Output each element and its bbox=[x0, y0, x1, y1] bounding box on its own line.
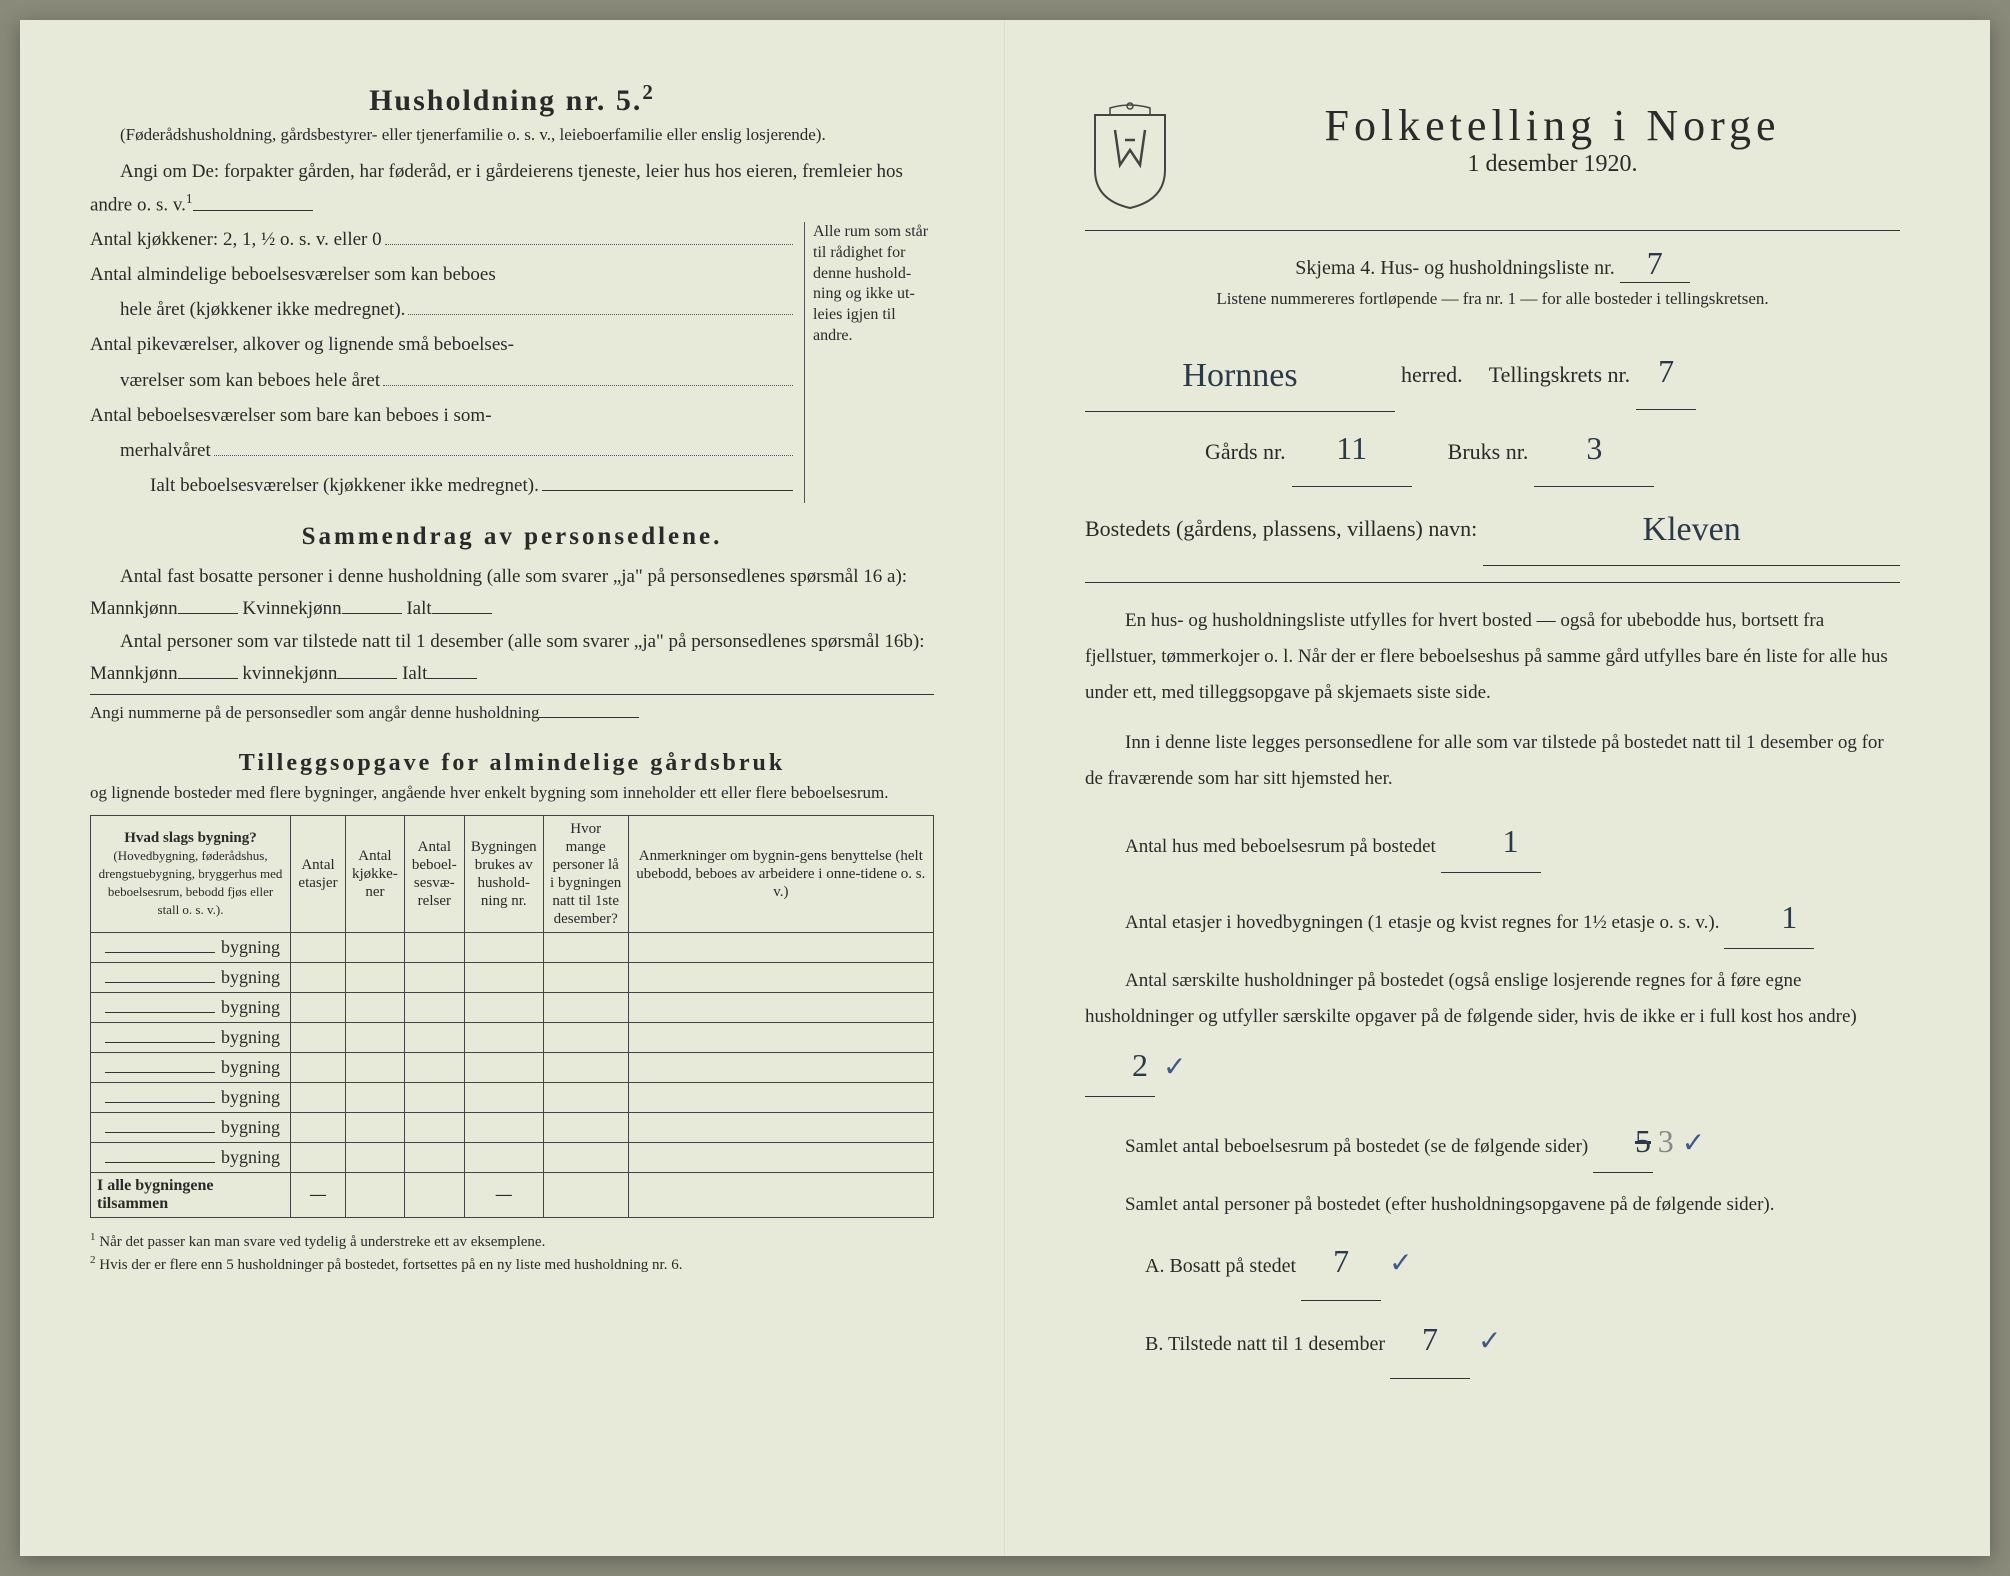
table-row: bygning bbox=[91, 1083, 934, 1113]
left-page: Husholdning nr. 5.2 (Føderådshusholdning… bbox=[20, 20, 1005, 1556]
listene-instr: Listene nummereres fortløpende — fra nr.… bbox=[1085, 289, 1900, 309]
q5: Samlet antal personer på bostedet (efter… bbox=[1085, 1187, 1900, 1223]
household-paren: (Føderådshusholdning, gårdsbestyrer- ell… bbox=[90, 124, 934, 146]
ab-block: A. Bosatt på stedet 7✓ B. Tilstede natt … bbox=[1145, 1223, 1900, 1379]
th-col4: Antal beboel-sesvæ-relser bbox=[404, 816, 464, 933]
q2: Antal etasjer i hovedbygningen (1 etasje… bbox=[1085, 887, 1900, 949]
rooms2a: Antal pikeværelser, alkover og lignende … bbox=[90, 327, 514, 362]
coat-of-arms-icon bbox=[1085, 100, 1175, 210]
rooms3a: Antal beboelsesværelser som bare kan beb… bbox=[90, 398, 492, 433]
rooms-section: Antal kjøkkener: 2, 1, ½ o. s. v. eller … bbox=[90, 222, 934, 503]
rooms2b: værelser som kan beboes hele året bbox=[90, 363, 380, 398]
buildings-table: Hvad slags bygning? (Hovedbygning, føder… bbox=[90, 815, 934, 1218]
q-a: A. Bosatt på stedet 7✓ bbox=[1145, 1223, 1900, 1301]
th-col6: Hvor mange personer lå i bygningen natt … bbox=[543, 816, 628, 933]
instr2: Inn i denne liste legges personsedlene f… bbox=[1085, 725, 1900, 797]
th-col2: Antal etasjer bbox=[291, 816, 346, 933]
bosted-row: Bostedets (gårdens, plassens, villaens) … bbox=[1085, 487, 1900, 566]
rooms1a: Antal almindelige beboelsesværelser som … bbox=[90, 257, 496, 292]
table-row: bygning bbox=[91, 1053, 934, 1083]
census-document: Husholdning nr. 5.2 (Føderådshusholdning… bbox=[20, 20, 1990, 1556]
herred-row: Hornnes herred. Tellingskrets nr. 7 bbox=[1085, 333, 1900, 412]
table-row: bygning bbox=[91, 963, 934, 993]
th-col7: Anmerkninger om bygnin-gens benyttelse (… bbox=[628, 816, 933, 933]
census-date: 1 desember 1920. bbox=[1205, 151, 1900, 178]
q-b: B. Tilstede natt til 1 desember 7✓ bbox=[1145, 1301, 1900, 1379]
samm-angi: Angi nummerne på de personsedler som ang… bbox=[90, 699, 934, 728]
main-title: Folketelling i Norge bbox=[1205, 100, 1900, 151]
skjema-line: Skjema 4. Hus- og husholdningsliste nr. … bbox=[1085, 245, 1900, 283]
th-col3: Antal kjøkke-ner bbox=[346, 816, 405, 933]
table-row: bygning bbox=[91, 933, 934, 963]
total-row: I alle bygningene tilsammen—— bbox=[91, 1173, 934, 1218]
samm-p1: Antal fast bosatte personer i denne hush… bbox=[90, 561, 934, 626]
q4: Samlet antal beboelsesrum på bostedet (s… bbox=[1085, 1111, 1900, 1173]
table-row: bygning bbox=[91, 993, 934, 1023]
sammendrag-title: Sammendrag av personsedlene. bbox=[90, 523, 934, 551]
angi-instruction: Angi om De: forpakter gården, har føderå… bbox=[90, 156, 934, 222]
th-col1: Hvad slags bygning? (Hovedbygning, føder… bbox=[91, 816, 291, 933]
rooms1b: hele året (kjøkkener ikke medregnet). bbox=[90, 292, 405, 327]
samm-p2: Antal personer som var tilstede natt til… bbox=[90, 626, 934, 691]
kitchens-label: Antal kjøkkener: 2, 1, ½ o. s. v. eller … bbox=[90, 222, 382, 257]
rooms3b: merhalvåret bbox=[90, 433, 211, 468]
q3: Antal særskilte husholdninger på bostede… bbox=[1085, 963, 1900, 1097]
tillegg-sub: og lignende bosteder med flere bygninger… bbox=[90, 781, 934, 805]
instr1: En hus- og husholdningsliste utfylles fo… bbox=[1085, 603, 1900, 711]
table-row: bygning bbox=[91, 1113, 934, 1143]
tillegg-title: Tilleggsopgave for almindelige gårdsbruk bbox=[90, 750, 934, 777]
gards-row: Gårds nr. 11 Bruks nr. 3 bbox=[1085, 412, 1900, 487]
table-row: bygning bbox=[91, 1023, 934, 1053]
household-title: Husholdning nr. 5.2 bbox=[90, 80, 934, 118]
footnotes: 1 Når det passer kan man svare ved tydel… bbox=[90, 1230, 934, 1276]
th-col5: Bygningen brukes av hushold-ning nr. bbox=[464, 816, 543, 933]
table-row: bygning bbox=[91, 1143, 934, 1173]
q1: Antal hus med beboelsesrum på bostedet 1 bbox=[1085, 811, 1900, 873]
right-page: Folketelling i Norge 1 desember 1920. Sk… bbox=[1005, 20, 1990, 1556]
rooms-total: Ialt beboelsesværelser (kjøkkener ikke m… bbox=[90, 468, 539, 503]
sidebar-note: Alle rum som står til rådighet for denne… bbox=[804, 222, 934, 503]
